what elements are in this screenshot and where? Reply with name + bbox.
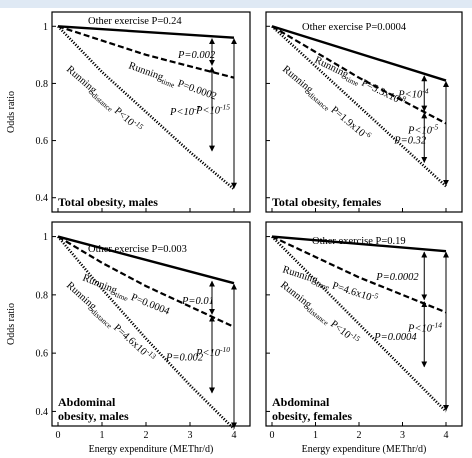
x-tick-label: 1 <box>313 430 318 441</box>
comparison-pvalue: P=0.0002 <box>375 272 419 283</box>
series-line-solid <box>57 25 235 39</box>
x-tick-label: 4 <box>444 430 449 441</box>
y-tick-label: 1 <box>43 232 48 243</box>
comparison-pvalue: P<10-4 <box>397 86 428 100</box>
y-axis-title: Odds ratio <box>6 303 17 345</box>
series-label: Runningtime P=0.0002 <box>126 60 218 104</box>
series-label: Other exercise P=0.24 <box>88 16 182 27</box>
series-line-dotted <box>57 25 235 191</box>
panel-title: Total obesity, males <box>58 195 158 209</box>
series-line-solid <box>57 235 235 285</box>
panel-title: obesity, females <box>272 409 352 423</box>
x-axis-title: Energy expenditure (METhr/d) <box>89 444 214 455</box>
comparison-pvalue: P<10-10 <box>195 345 230 359</box>
y-tick-label: 0.8 <box>36 290 49 301</box>
series-line-dotted <box>271 25 447 188</box>
series-line-solid <box>271 235 447 253</box>
x-tick-label: 3 <box>188 430 193 441</box>
y-tick-label: 0.6 <box>36 349 49 360</box>
panel-title: Abdominal <box>272 395 330 409</box>
y-tick-label: 0.4 <box>36 193 49 204</box>
x-axis-title: Energy expenditure (METhr/d) <box>302 444 427 455</box>
y-tick-label: 0.6 <box>36 136 49 147</box>
panel-4: 0 1 2 3 4 Energy expenditure (METhr/d) Other e… <box>265 221 463 455</box>
x-tick-label: 0 <box>56 430 61 441</box>
comparison-pvalue: P=0.002 <box>177 50 216 61</box>
panel-title: obesity, males <box>58 409 129 423</box>
panel-frame <box>51 11 251 213</box>
series-label: Other exercise P=0.003 <box>88 244 187 255</box>
comparison-pvalue: P=0.0004 <box>373 332 417 343</box>
comparison-pvalue: P<10-5 <box>407 122 438 136</box>
series-line-dashed <box>57 235 235 328</box>
series-line-dotted <box>57 235 235 430</box>
y-axis-title: Odds ratio <box>6 91 17 133</box>
panel-1: 0.4 0.6 0.8 1 Odds ratio Other exercise P=0.2… <box>6 11 251 213</box>
series-line-dashed <box>57 25 235 79</box>
x-tick-label: 3 <box>400 430 405 441</box>
panel-title: Abdominal <box>58 395 116 409</box>
series-line-solid <box>271 25 447 82</box>
y-tick-label: 0.8 <box>36 79 49 90</box>
series-label: Other exercise P=0.19 <box>312 236 406 247</box>
x-tick-label: 0 <box>270 430 275 441</box>
comparison-pvalue: P<10-14 <box>407 320 442 334</box>
x-tick-label: 2 <box>144 430 149 441</box>
panel-title: Total obesity, females <box>272 195 382 209</box>
x-tick-label: 1 <box>100 430 105 441</box>
x-tick-label: 4 <box>232 430 237 441</box>
comparison-pvalue: P=0.32 <box>393 136 427 147</box>
series-line-dotted <box>271 235 447 413</box>
series-line-dashed <box>271 235 447 314</box>
comparison-pvalue: P=0.01 <box>181 296 214 307</box>
y-tick-label: 0.4 <box>36 407 49 418</box>
y-tick-label: 1 <box>43 22 48 33</box>
series-label: Runningdistance P=1.9x10-6 <box>279 62 374 145</box>
x-tick-label: 2 <box>357 430 362 441</box>
series-line-dashed <box>271 25 447 125</box>
panel-frame <box>265 221 463 427</box>
comparison-pvalue: P<10-7 <box>169 104 200 118</box>
comparison-pvalue: P=0.002 <box>165 353 204 364</box>
top-bar <box>0 0 472 8</box>
panel-3: 0.4 0.6 0.8 1 0 1 2 3 4 Odds ratio Energy expendit… <box>6 221 251 455</box>
panel-frame <box>51 221 251 427</box>
series-label: Other exercise P=0.0004 <box>302 22 407 33</box>
comparison-pvalue: P<10-15 <box>195 102 230 116</box>
panel-frame <box>265 11 463 213</box>
